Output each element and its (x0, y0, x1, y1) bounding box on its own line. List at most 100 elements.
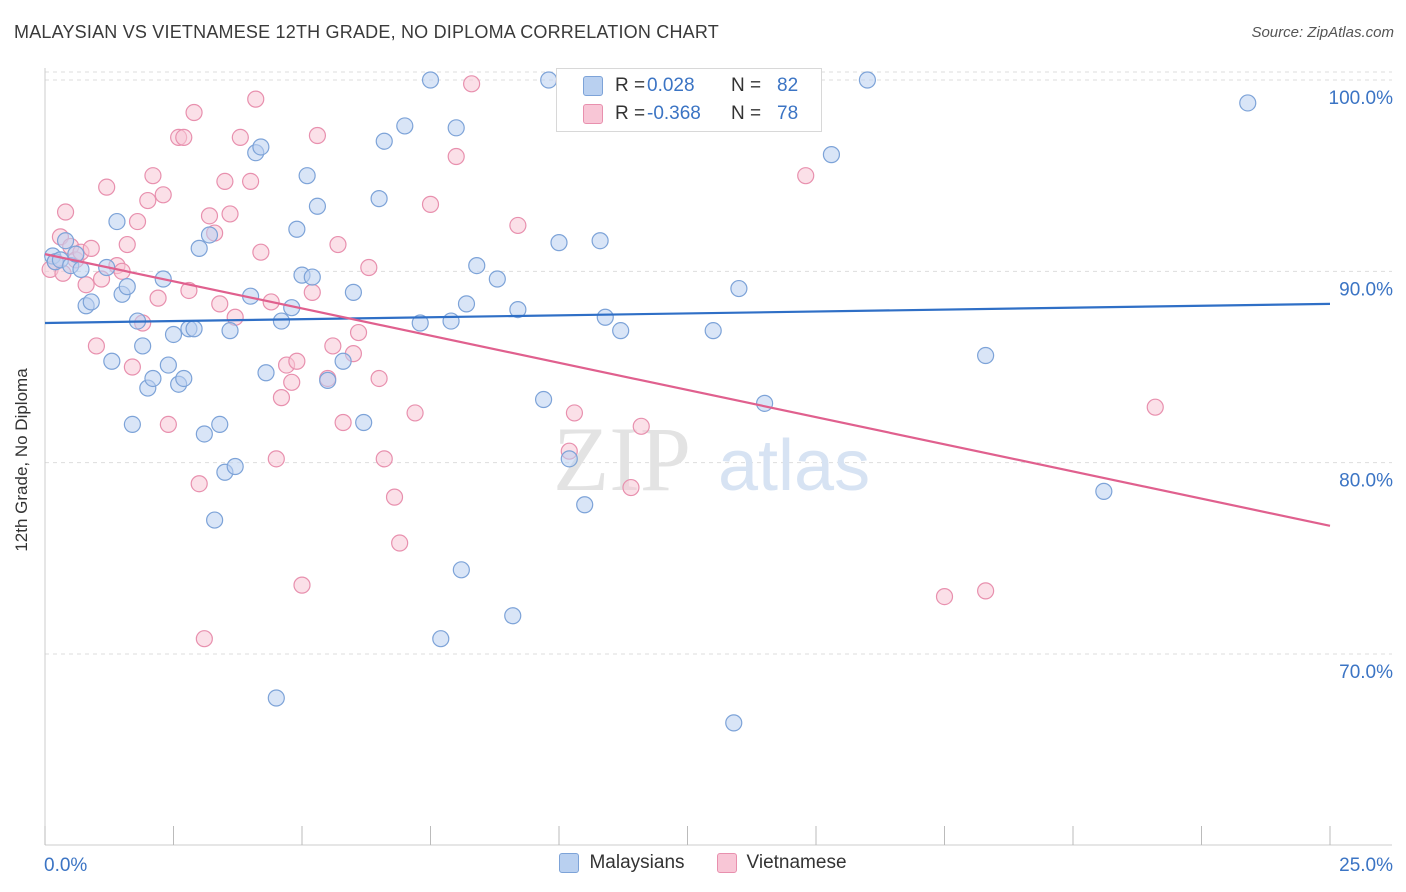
malaysian-point (509, 301, 527, 319)
malaysian-point (858, 71, 877, 89)
malaysian-point (576, 496, 594, 514)
malaysian-point (504, 607, 522, 625)
vietnamese-point (211, 295, 229, 313)
vietnamese-point (391, 534, 409, 552)
malaysian-point (725, 714, 743, 732)
vietnamese-point (447, 147, 465, 166)
malaysian-point (596, 308, 614, 326)
malaysian-point (457, 295, 476, 313)
vietnamese-point (977, 582, 995, 600)
watermark: ZIP atlas (553, 408, 870, 510)
malaysian-point (164, 325, 183, 344)
vietnamese-point (123, 358, 141, 376)
vietnamese-point (632, 417, 650, 435)
malaysian-point (560, 450, 578, 468)
vietnamese-point (144, 167, 162, 185)
vietnamese-trend-line (44, 253, 1331, 527)
malaysian-point (175, 369, 193, 388)
malaysian-point (134, 337, 152, 355)
malaysian-point (144, 369, 162, 388)
vietnamese-point (221, 205, 239, 223)
malaysian-point (468, 256, 486, 275)
tick-labels: 70.0% 80.0% 90.0% 100.0% 0.0% 25.0% (44, 88, 1393, 876)
malaysian-point (195, 425, 213, 443)
vietnamese-point (190, 475, 208, 493)
malaysian-point (432, 630, 450, 648)
vietnamese-point (267, 450, 285, 468)
n-label: N = (731, 75, 762, 96)
vietnamese-point (509, 216, 527, 235)
malaysian-point (396, 117, 414, 135)
malaysian-point (108, 212, 126, 231)
n-value: 78 (777, 103, 799, 124)
vietnamese-point (421, 195, 440, 213)
malaysian-point (355, 413, 373, 432)
malaysian-point (755, 394, 774, 412)
malaysian-point (977, 346, 995, 365)
malaysian-point (257, 364, 275, 382)
malaysian-swatch (583, 76, 603, 96)
vietnamese-point (324, 337, 342, 355)
legend-item-vietnamese[interactable]: Vietnamese (716, 852, 847, 874)
malaysian-point (82, 293, 100, 311)
malaysian-point (103, 352, 121, 370)
malaysian-point (591, 232, 609, 250)
malaysian-point (421, 71, 440, 89)
malaysian-point (267, 689, 285, 707)
malaysian-point (612, 322, 630, 340)
malaysian-point (344, 283, 362, 301)
vietnamese-point (56, 203, 75, 221)
vietnamese-point (159, 415, 177, 433)
vietnamese-point (308, 126, 327, 145)
vietnamese-point (283, 373, 301, 391)
malaysian-point (206, 511, 224, 529)
r-value: -0.368 (647, 103, 701, 124)
vietnamese-point (334, 413, 352, 432)
axes (44, 68, 1392, 846)
vietnamese-point (622, 478, 640, 497)
n-value: 82 (777, 75, 799, 96)
malaysian-point (211, 415, 229, 433)
malaysian-point (375, 132, 393, 150)
vietnamese-point (463, 75, 481, 93)
vietnamese-point (360, 258, 378, 277)
gridlines (45, 71, 1392, 655)
vietnamese-point (375, 450, 393, 468)
malaysian-point (200, 226, 219, 244)
malaysian-point (452, 561, 470, 579)
vietnamese-point (200, 207, 219, 225)
chart-title: MALAYSIAN VS VIETNAMESE 12TH GRADE, NO D… (14, 22, 719, 42)
vietnamese-point (293, 576, 311, 594)
legend-item-malaysians[interactable]: Malaysians (559, 852, 685, 874)
legend-row-vietnamese: R = -0.368 N = 78 (557, 101, 798, 127)
legend-row-malaysians: R = 0.028 N = 82 (557, 73, 798, 99)
malaysian-point (221, 322, 239, 340)
malaysian-point (1239, 94, 1257, 112)
x-tick-label: 25.0% (1339, 855, 1393, 876)
vietnamese-point (406, 404, 424, 422)
x-tick-label: 0.0% (44, 855, 87, 876)
y-tick-label: 80.0% (1339, 471, 1393, 492)
vietnamese-point (195, 630, 213, 648)
source-credit: Source: ZipAtlas.com (1251, 24, 1394, 41)
malaysian-point (67, 245, 85, 263)
vietnamese-point (98, 178, 116, 196)
r-label: R = (615, 103, 646, 124)
y-tick-label: 100.0% (1329, 88, 1394, 109)
vietnamese-points (41, 73, 1164, 648)
vietnamese-point (1146, 398, 1164, 416)
vietnamese-point (349, 323, 368, 342)
malaysian-point (442, 312, 460, 330)
malaysian-point (447, 119, 465, 137)
malaysian-point (226, 457, 244, 476)
vietnamese-point (231, 128, 249, 146)
vietnamese-point (242, 172, 260, 191)
malaysian-point (730, 279, 748, 298)
vietnamese-point (154, 186, 172, 204)
vietnamese-point (118, 235, 136, 254)
n-label: N = (731, 103, 762, 124)
vietnamese-point (370, 369, 388, 388)
malaysian-point (123, 415, 141, 433)
watermark-atlas: atlas (718, 426, 870, 506)
malaysian-point (370, 190, 388, 208)
